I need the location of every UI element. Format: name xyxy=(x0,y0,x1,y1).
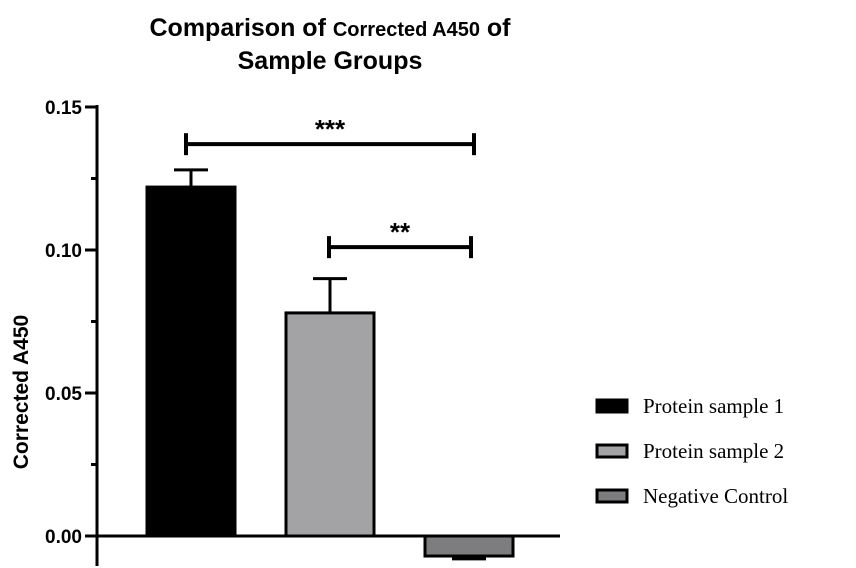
legend: Protein sample 1 Protein sample 2 Negative… xyxy=(595,394,788,508)
legend-swatch-1 xyxy=(595,398,629,414)
y-tick-label: 0.05 xyxy=(45,384,82,405)
y-axis-label: Corrected A450 xyxy=(10,315,33,469)
chart-title-line2: Sample Groups xyxy=(238,47,423,75)
chart-title-part2: Corrected A450 xyxy=(333,19,480,41)
y-tick-label: 0.15 xyxy=(45,98,82,119)
y-tick-label: 0.10 xyxy=(45,241,82,262)
legend-label-2: Protein sample 2 xyxy=(643,439,784,463)
chart-title: Comparison of Corrected A450 of xyxy=(150,14,512,42)
legend-swatch-2 xyxy=(595,443,629,459)
bar-2 xyxy=(284,311,376,538)
chart-title-part3: of xyxy=(480,14,511,42)
sig-label-1: *** xyxy=(315,114,346,144)
legend-label-3: Negative Control xyxy=(643,484,788,508)
legend-swatch-3 xyxy=(595,488,629,504)
y-tick-label: 0.00 xyxy=(45,527,82,548)
sig-label-2: ** xyxy=(390,217,411,247)
chart-title-part1: Comparison of xyxy=(150,14,333,42)
bars xyxy=(145,168,515,561)
significance-brackets: ***** xyxy=(184,114,476,259)
bar-1 xyxy=(145,185,237,538)
bar-3 xyxy=(423,534,515,558)
legend-label-1: Protein sample 1 xyxy=(643,394,784,418)
